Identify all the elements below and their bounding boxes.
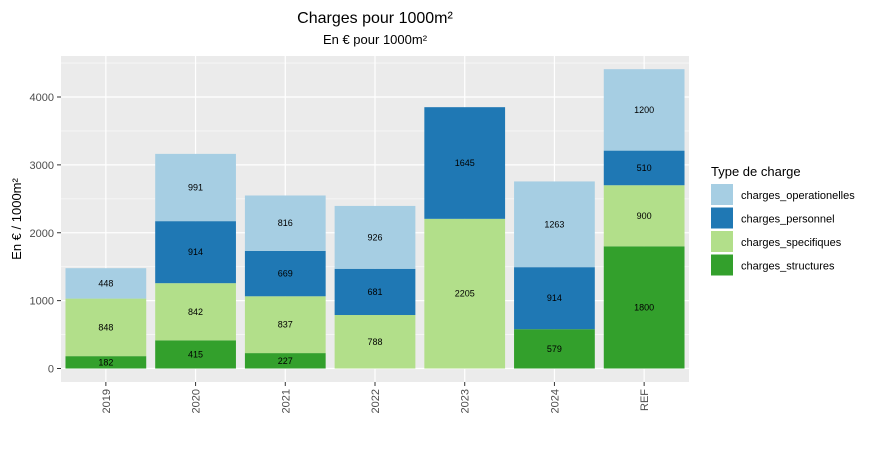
bar-segment-charges_personnel bbox=[424, 107, 506, 219]
bar-segment-charges_operationelles bbox=[514, 181, 595, 268]
x-tick-label: 2021 bbox=[280, 389, 292, 413]
bar-segment-charges_structures bbox=[514, 329, 595, 369]
bar-segment-charges_operationelles bbox=[65, 268, 147, 299]
data-label: 448 bbox=[98, 278, 113, 288]
bar-segment-charges_specifiques bbox=[603, 185, 685, 247]
y-tick-label: 4000 bbox=[30, 92, 54, 104]
bar-segment-charges_structures bbox=[155, 340, 236, 369]
legend-key-charges_structures bbox=[711, 254, 733, 276]
y-axis-label: En € / 1000m² bbox=[9, 178, 24, 260]
x-tick-label: 2022 bbox=[370, 389, 382, 413]
data-label: 182 bbox=[98, 357, 113, 367]
data-label: 842 bbox=[188, 307, 203, 317]
y-axis: 0 1000 2000 3000 4000 bbox=[30, 92, 61, 376]
bar-segment-charges_structures bbox=[244, 353, 326, 369]
data-label: 2205 bbox=[455, 289, 475, 299]
legend-key-charges_personnel bbox=[711, 207, 733, 229]
x-axis: 2019 2020 2021 2022 2023 2024 REF bbox=[101, 382, 651, 413]
bar-segment-charges_personnel bbox=[244, 250, 326, 297]
x-tick-label: 2024 bbox=[549, 389, 561, 413]
legend-key-charges_operationelles bbox=[711, 184, 733, 205]
legend-label-charges_structures: charges_structures bbox=[741, 261, 835, 273]
chart-subtitle: En € pour 1000m² bbox=[323, 32, 428, 47]
bar-segment-charges_specifiques bbox=[155, 283, 236, 341]
chart-title: Charges pour 1000m² bbox=[297, 10, 453, 27]
bars bbox=[65, 69, 685, 369]
bar-segment-charges_operationelles bbox=[603, 69, 685, 151]
data-label: 1800 bbox=[634, 302, 654, 312]
data-label: 816 bbox=[278, 218, 293, 228]
data-label: 1263 bbox=[544, 219, 564, 229]
data-label: 510 bbox=[637, 163, 652, 173]
x-tick-label: REF bbox=[639, 389, 651, 411]
bar-segment-charges_operationelles bbox=[155, 153, 236, 222]
x-tick-label: 2023 bbox=[460, 389, 472, 413]
bar-segment-charges_specifiques bbox=[424, 218, 506, 369]
bar-segment-charges_operationelles bbox=[244, 195, 326, 251]
bar-segment-charges_specifiques bbox=[244, 296, 326, 354]
data-label: 1645 bbox=[455, 158, 475, 168]
bar-segment-charges_personnel bbox=[155, 221, 236, 284]
y-tick-label: 0 bbox=[48, 364, 54, 376]
data-label: 681 bbox=[367, 287, 382, 297]
data-label: 837 bbox=[278, 320, 293, 330]
legend-title: Type de charge bbox=[711, 164, 801, 179]
x-tick-label: 2020 bbox=[191, 389, 203, 413]
data-label: 926 bbox=[367, 232, 382, 242]
data-label: 991 bbox=[188, 183, 203, 193]
data-label: 227 bbox=[278, 356, 293, 366]
bar-labels: 182 848 448 415 842 914 991 227 837 669 816 788 681 9… bbox=[98, 105, 654, 367]
y-tick-label: 1000 bbox=[30, 296, 54, 308]
legend: Type de charge charges_operationellescha… bbox=[711, 164, 855, 276]
legend-key-charges_specifiques bbox=[711, 231, 733, 252]
bar-segment-charges_structures bbox=[65, 356, 147, 369]
data-label: 900 bbox=[637, 211, 652, 221]
data-label: 669 bbox=[278, 269, 293, 279]
data-label: 788 bbox=[367, 337, 382, 347]
bar-segment-charges_specifiques bbox=[334, 315, 416, 369]
y-tick-label: 3000 bbox=[30, 160, 54, 172]
data-label: 1200 bbox=[634, 105, 654, 115]
y-tick-label: 2000 bbox=[30, 228, 54, 240]
legend-label-charges_personnel: charges_personnel bbox=[741, 214, 835, 226]
bar-segment-charges_personnel bbox=[603, 150, 685, 186]
data-label: 415 bbox=[188, 349, 203, 359]
x-tick-label: 2019 bbox=[101, 389, 113, 413]
bar-segment-charges_personnel bbox=[334, 268, 416, 316]
data-label: 914 bbox=[547, 293, 562, 303]
bar-segment-charges_structures bbox=[603, 246, 685, 369]
data-label: 579 bbox=[547, 344, 562, 354]
bar-segment-charges_specifiques bbox=[65, 298, 147, 357]
bar-segment-charges_personnel bbox=[514, 267, 595, 330]
legend-label-charges_specifiques: charges_specifiques bbox=[741, 237, 842, 249]
legend-label-charges_operationelles: charges_operationelles bbox=[741, 190, 855, 202]
data-label: 848 bbox=[98, 322, 113, 332]
bar-segment-charges_operationelles bbox=[334, 205, 416, 269]
data-label: 914 bbox=[188, 247, 203, 257]
